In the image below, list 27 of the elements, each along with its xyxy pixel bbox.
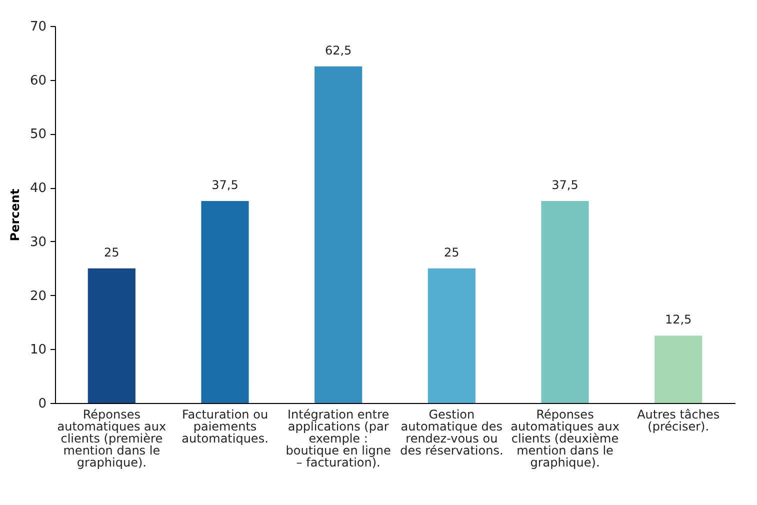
x-tick-label: Gestion automatique des rendez-vous ou des réservations. (400, 408, 504, 458)
y-tick-label: 60 (30, 73, 46, 88)
bar (314, 66, 362, 403)
bar (654, 336, 702, 403)
bar (428, 268, 476, 403)
y-tick-label: 50 (30, 127, 46, 142)
data-label: 25 (444, 245, 460, 260)
x-tick-label: Réponses automatiques aux clients (première mention dans le graphique). (57, 408, 166, 470)
y-tick-label: 20 (30, 288, 46, 304)
bar (541, 201, 589, 403)
x-tick-label: Intégration entre applications (par exemple : boutique en ligne – facturation). (286, 408, 391, 470)
y-tick-label: 30 (30, 234, 46, 250)
x-tick-label: Réponses automatiques aux clients (deuxième mention dans le graphique). (510, 408, 620, 470)
y-axis-title: Percent (8, 188, 22, 242)
data-label: 37,5 (552, 178, 578, 192)
bar (201, 201, 249, 403)
y-tick-label: 70 (30, 20, 46, 34)
bar (88, 268, 136, 403)
data-label: 25 (104, 245, 120, 260)
y-tick-label: 0 (38, 396, 46, 412)
data-label: 12,5 (664, 312, 692, 327)
y-tick-label: 10 (30, 342, 46, 358)
y-tick-label: 40 (30, 181, 46, 196)
data-label: 62,5 (324, 43, 352, 58)
data-label: 37,5 (212, 178, 238, 192)
x-tick-label: Facturation ou paiements automatiques. (182, 408, 268, 446)
x-tick-label: Autres tâches (préciser). (637, 408, 720, 434)
